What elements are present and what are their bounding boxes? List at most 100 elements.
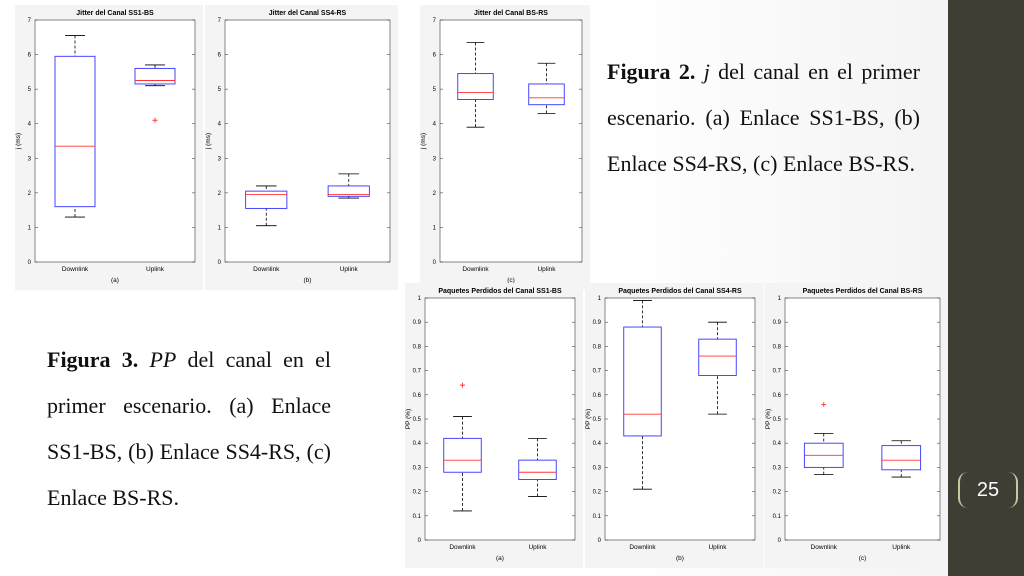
y-tick-label: 0.5 [413,417,422,423]
y-tick-label: 0.6 [773,393,782,399]
plot-area [424,297,576,541]
y-tick-label: 6 [433,53,437,59]
caption-text: del canal en el primer escenario. (a) En… [47,347,331,510]
y-tick-label: 0.4 [593,441,602,447]
y-tick-label: 0.4 [413,441,422,447]
y-tick-label: 0 [28,260,32,266]
caption-symbol: j [703,59,710,84]
y-tick-label: 0.5 [773,417,782,423]
chart-title: Jitter del Canal SS4-RS [269,10,347,17]
box [134,67,176,85]
y-tick-label: 0.8 [593,344,602,350]
outlier [821,401,827,407]
y-tick-label: 6 [218,53,222,59]
plot-area [439,19,583,263]
y-axis-label: j (ms) [15,133,22,150]
y-tick-label: 1 [433,225,437,231]
subfigure-label: (c) [859,555,867,562]
chart-title: Paquetes Perdidos del Canal BS-RS [803,288,923,295]
y-tick-label: 1 [28,225,32,231]
y-tick-label: 0.6 [413,393,422,399]
plot-area [224,19,391,263]
x-tick-label: Uplink [146,266,165,273]
x-tick-label: Uplink [892,544,911,551]
caption-label: Figura 2. [607,59,696,84]
y-tick-label: 0.9 [413,320,422,326]
y-tick-label: 2 [218,191,222,197]
figure-2-caption: Figura 2. j del canal en el primer escen… [607,49,920,187]
box [443,437,482,473]
y-tick-label: 0.3 [413,465,422,471]
y-tick-label: 3 [218,156,222,162]
x-tick-label: Downlink [629,544,656,551]
y-tick-label: 4 [218,122,222,128]
y-tick-label: 1 [218,225,222,231]
y-tick-label: 0.1 [773,514,782,520]
chart-title: Paquetes Perdidos del Canal SS1-BS [438,288,562,295]
x-tick-label: Downlink [462,266,489,273]
y-tick-label: 0 [778,538,782,544]
y-tick-label: 1 [418,296,422,302]
box [698,338,737,376]
subfigure-label: (a) [111,277,119,284]
y-tick-label: 0.2 [413,490,422,496]
chart-title: Jitter del Canal SS1-BS [76,10,154,17]
y-tick-label: 0.1 [593,514,602,520]
y-axis-label: PP (%) [405,409,412,429]
y-tick-label: 0.4 [773,441,782,447]
y-tick-label: 2 [28,191,32,197]
y-tick-label: 3 [433,156,437,162]
y-axis-label: PP (%) [585,409,592,429]
x-tick-label: Uplink [340,266,359,273]
subfigure-label: (c) [507,277,515,284]
y-tick-label: 3 [28,156,32,162]
plot-area [34,19,196,263]
y-tick-label: 7 [28,18,32,24]
y-tick-label: 0 [433,260,437,266]
figure-3-caption: Figura 3. PP del canal en el primer esce… [47,337,331,521]
y-tick-label: 0.6 [593,393,602,399]
caption-label: Figura 3. [47,347,139,372]
caption-text: del canal en el primer escenario. (a) En… [607,59,920,176]
plot-area [604,297,756,541]
x-tick-label: Uplink [537,266,556,273]
x-tick-label: Downlink [811,544,838,551]
y-tick-label: 0.8 [773,344,782,350]
x-tick-label: Uplink [528,544,547,551]
chart-title: Jitter del Canal BS-RS [474,10,548,17]
y-axis-label: j (ms) [420,133,427,150]
y-tick-label: 6 [28,53,32,59]
y-tick-label: 1 [598,296,602,302]
plot-area [784,297,941,541]
y-tick-label: 0.9 [773,320,782,326]
y-tick-label: 0.9 [593,320,602,326]
y-tick-label: 5 [433,87,437,93]
y-tick-label: 0.2 [773,490,782,496]
y-tick-label: 0.8 [413,344,422,350]
outlier [152,117,158,123]
y-axis-label: PP (%) [765,409,772,429]
box [518,459,557,480]
y-tick-label: 7 [218,18,222,24]
box [457,73,494,100]
subfigure-label: (b) [304,277,312,284]
y-tick-label: 7 [433,18,437,24]
box [245,190,288,209]
y-tick-label: 4 [433,122,437,128]
x-tick-label: Downlink [62,266,89,273]
y-tick-label: 0.1 [413,514,422,520]
box [54,55,96,208]
y-tick-label: 0.5 [593,417,602,423]
y-tick-label: 0.7 [413,369,422,375]
y-tick-label: 0 [598,538,602,544]
y-tick-label: 0.3 [593,465,602,471]
x-tick-label: Downlink [449,544,476,551]
x-tick-label: Uplink [708,544,727,551]
subfigure-label: (a) [496,555,504,562]
page-number: 25 [958,472,1018,508]
y-axis-label: j (ms) [205,133,212,150]
y-tick-label: 0.2 [593,490,602,496]
y-tick-label: 0 [218,260,222,266]
chart-title: Paquetes Perdidos del Canal SS4-RS [618,288,742,295]
